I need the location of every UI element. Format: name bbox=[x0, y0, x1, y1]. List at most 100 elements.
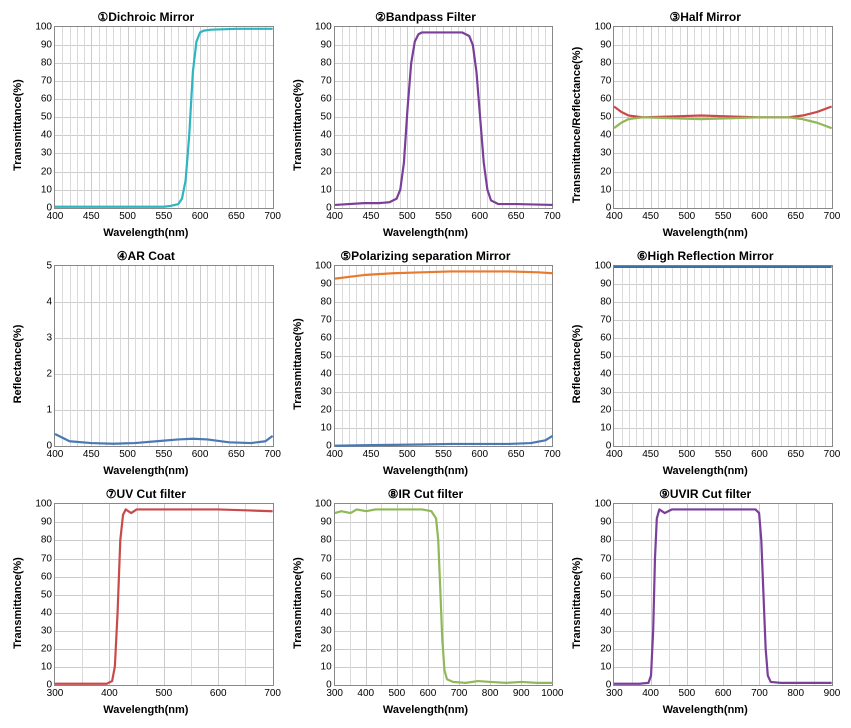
y-tick-label: 100 bbox=[315, 22, 332, 33]
x-tick-label: 400 bbox=[326, 211, 343, 222]
plot-area: 0102030405060708090100400450500550600650… bbox=[334, 265, 554, 448]
y-tick-label: 3 bbox=[46, 332, 52, 343]
x-tick-label: 300 bbox=[326, 688, 343, 699]
chart-cell-3: ③Half MirrorTransmittance/Reflectance(%)… bbox=[569, 10, 841, 241]
x-tick-label: 650 bbox=[787, 211, 804, 222]
x-tick-label: 650 bbox=[228, 211, 245, 222]
y-tick-label: 70 bbox=[600, 314, 611, 325]
x-tick-label: 1000 bbox=[541, 688, 563, 699]
y-tick-label: 80 bbox=[321, 58, 332, 69]
y-tick-label: 100 bbox=[315, 499, 332, 510]
x-tick-label: 900 bbox=[513, 688, 530, 699]
x-tick-label: 400 bbox=[642, 688, 659, 699]
y-tick-label: 50 bbox=[41, 112, 52, 123]
y-tick-label: 40 bbox=[321, 607, 332, 618]
y-tick-label: 50 bbox=[600, 112, 611, 123]
x-tick-label: 600 bbox=[715, 688, 732, 699]
y-tick-label: 60 bbox=[41, 94, 52, 105]
y-tick-label: 10 bbox=[41, 184, 52, 195]
y-tick-label: 5 bbox=[46, 260, 52, 271]
chart-svg bbox=[55, 504, 273, 685]
x-tick-label: 700 bbox=[824, 449, 841, 460]
plot-area: 0102030405060708090100400450500550600650… bbox=[613, 26, 833, 209]
x-axis-label: Wavelength(nm) bbox=[663, 465, 748, 477]
x-tick-label: 700 bbox=[264, 688, 281, 699]
x-tick-label: 900 bbox=[824, 688, 841, 699]
x-tick-label: 500 bbox=[679, 211, 696, 222]
data-series-0 bbox=[335, 510, 553, 683]
x-tick-label: 700 bbox=[264, 449, 281, 460]
x-tick-label: 450 bbox=[83, 211, 100, 222]
x-tick-label: 450 bbox=[83, 449, 100, 460]
y-tick-label: 20 bbox=[321, 405, 332, 416]
plot-area: 0102030405060708090100400450500550600650… bbox=[54, 26, 274, 209]
y-tick-label: 70 bbox=[600, 76, 611, 87]
y-tick-label: 70 bbox=[41, 76, 52, 87]
y-tick-label: 100 bbox=[595, 499, 612, 510]
data-series-0 bbox=[55, 510, 273, 684]
x-tick-label: 600 bbox=[210, 688, 227, 699]
charts-grid: ①Dichroic MirrorTransmittance(%)Waveleng… bbox=[10, 10, 841, 718]
chart-cell-9: ⑨UVIR Cut filterTransmittance(%)Waveleng… bbox=[569, 487, 841, 718]
x-tick-label: 450 bbox=[363, 449, 380, 460]
y-tick-label: 90 bbox=[41, 517, 52, 528]
y-tick-label: 80 bbox=[600, 535, 611, 546]
y-tick-label: 40 bbox=[321, 130, 332, 141]
chart-cell-7: ⑦UV Cut filterTransmittance(%)Wavelength… bbox=[10, 487, 282, 718]
plot-area: 012345400450500550600650700 bbox=[54, 265, 274, 448]
x-tick-label: 700 bbox=[451, 688, 468, 699]
y-tick-label: 90 bbox=[321, 517, 332, 528]
plot-area: 0102030405060708090100400450500550600650… bbox=[613, 265, 833, 448]
y-tick-label: 60 bbox=[600, 571, 611, 582]
y-tick-label: 70 bbox=[321, 314, 332, 325]
y-tick-label: 30 bbox=[41, 148, 52, 159]
x-tick-label: 550 bbox=[155, 211, 172, 222]
x-tick-label: 600 bbox=[751, 449, 768, 460]
chart-svg bbox=[614, 504, 832, 685]
plot-area: 0102030405060708090100300400500600700800… bbox=[334, 503, 554, 686]
y-tick-label: 100 bbox=[35, 22, 52, 33]
chart-cell-4: ④AR CoatReflectance(%)Wavelength(nm)0123… bbox=[10, 249, 282, 480]
plot-area: 0102030405060708090100300400500600700800… bbox=[613, 503, 833, 686]
y-tick-label: 100 bbox=[315, 260, 332, 271]
x-tick-label: 400 bbox=[606, 211, 623, 222]
chart-svg bbox=[55, 27, 273, 208]
y-tick-label: 20 bbox=[600, 166, 611, 177]
y-tick-label: 20 bbox=[600, 405, 611, 416]
x-axis-label: Wavelength(nm) bbox=[663, 704, 748, 716]
x-tick-label: 500 bbox=[389, 688, 406, 699]
y-tick-label: 60 bbox=[600, 332, 611, 343]
y-tick-label: 50 bbox=[321, 350, 332, 361]
x-axis-label: Wavelength(nm) bbox=[103, 465, 188, 477]
x-tick-label: 400 bbox=[606, 449, 623, 460]
y-tick-label: 30 bbox=[41, 625, 52, 636]
chart-svg bbox=[335, 27, 553, 208]
data-series-1 bbox=[335, 435, 553, 445]
chart-svg bbox=[55, 266, 273, 447]
y-tick-label: 50 bbox=[600, 350, 611, 361]
x-tick-label: 500 bbox=[679, 449, 696, 460]
y-axis-label: Reflectance(%) bbox=[12, 325, 24, 404]
x-tick-label: 450 bbox=[363, 211, 380, 222]
y-tick-label: 80 bbox=[41, 58, 52, 69]
y-tick-label: 80 bbox=[41, 535, 52, 546]
y-tick-label: 10 bbox=[41, 661, 52, 672]
y-tick-label: 80 bbox=[321, 535, 332, 546]
y-axis-label: Transmittance(%) bbox=[292, 318, 304, 410]
y-tick-label: 90 bbox=[600, 278, 611, 289]
x-tick-label: 700 bbox=[544, 449, 561, 460]
y-tick-label: 10 bbox=[600, 184, 611, 195]
x-tick-label: 650 bbox=[508, 211, 525, 222]
y-tick-label: 50 bbox=[321, 589, 332, 600]
y-tick-label: 10 bbox=[600, 661, 611, 672]
x-axis-label: Wavelength(nm) bbox=[383, 227, 468, 239]
y-tick-label: 20 bbox=[41, 643, 52, 654]
x-tick-label: 650 bbox=[787, 449, 804, 460]
y-axis-label: Transmittance/Reflectance(%) bbox=[571, 47, 583, 204]
y-tick-label: 100 bbox=[35, 499, 52, 510]
y-tick-label: 40 bbox=[600, 607, 611, 618]
x-tick-label: 700 bbox=[824, 211, 841, 222]
y-tick-label: 40 bbox=[600, 130, 611, 141]
y-tick-label: 60 bbox=[321, 332, 332, 343]
y-tick-label: 60 bbox=[321, 571, 332, 582]
